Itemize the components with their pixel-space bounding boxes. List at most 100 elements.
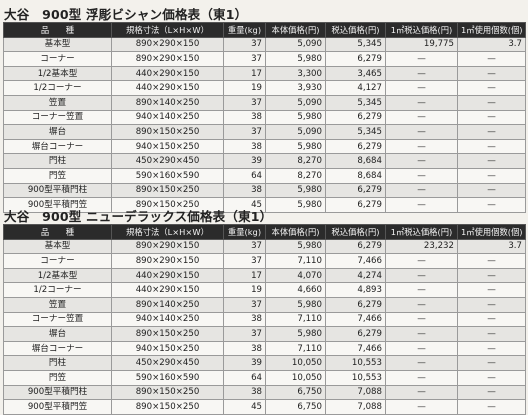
name-cell: 門柱	[3, 355, 112, 371]
sqm-count-cell: —	[457, 267, 526, 284]
sqm-price-cell: —	[385, 65, 458, 82]
table-header-row: 品 種規格寸法（L×H×W） 重量(kg) 本体価格(円) 税込価格(円) 1㎡税込価格…	[3, 22, 526, 38]
weight-cell: 38	[223, 340, 266, 357]
sqm-price-cell: —	[385, 369, 458, 386]
table-row: コーナー 890×290×150 37 7,110 7,466— —	[3, 253, 526, 269]
weight-cell: 37	[223, 253, 266, 269]
column-header: 重量(kg)	[223, 224, 266, 240]
price-table-1: 品 種規格寸法（L×H×W） 重量(kg) 本体価格(円) 税込価格(円) 1㎡税込価格…	[3, 22, 526, 213]
tax-price-cell: 6,279	[325, 182, 386, 199]
name-cell: コーナー	[3, 51, 112, 67]
size-cell: 440×290×150	[111, 65, 224, 82]
weight-cell: 38	[223, 384, 266, 401]
tax-price-cell: 5,345	[325, 94, 386, 111]
column-header: 税込価格(円)	[325, 22, 386, 38]
weight-cell: 17	[223, 267, 266, 284]
table-row: 門笠 590×160×590 64 8,270 8,684— —	[3, 167, 526, 184]
name-cell: 1/2コーナー	[3, 282, 112, 298]
sqm-count-cell: —	[457, 384, 526, 401]
table-row: 1/2基本型 440×290×150 17 4,070 4,274— —	[3, 267, 526, 284]
name-cell: 基本型	[3, 238, 112, 255]
base-price-cell: 5,980	[265, 238, 326, 255]
sqm-price-cell: —	[385, 326, 458, 342]
tax-price-cell: 7,466	[325, 253, 386, 269]
table-row: 門笠 590×160×590 64 10,050 10,553— —	[3, 369, 526, 386]
base-price-cell: 4,660	[265, 282, 326, 298]
sqm-count-cell: —	[457, 355, 526, 371]
sqm-count-cell: —	[457, 153, 526, 169]
sqm-price-cell: —	[385, 167, 458, 184]
base-price-cell: 7,110	[265, 253, 326, 269]
name-cell: 基本型	[3, 36, 112, 53]
weight-cell: 37	[223, 296, 266, 313]
column-header: 重量(kg)	[223, 22, 266, 38]
table-row: 900型平積門柱 890×150×250 38 5,980 6,279— —	[3, 182, 526, 199]
sqm-count-cell: —	[457, 197, 526, 213]
base-price-cell: 3,930	[265, 80, 326, 96]
size-cell: 940×140×250	[111, 109, 224, 126]
size-cell: 890×150×250	[111, 384, 224, 401]
table-row: 門柱 450×290×450 39 10,050 10,553— —	[3, 355, 526, 371]
weight-cell: 39	[223, 153, 266, 169]
table-2-title: 大谷 900型 ニューデラックス価格表（東1）	[4, 209, 273, 224]
tax-price-cell: 8,684	[325, 153, 386, 169]
weight-cell: 37	[223, 124, 266, 140]
weight-cell: 64	[223, 167, 266, 184]
size-cell: 450×290×450	[111, 153, 224, 169]
sqm-count-cell: —	[457, 65, 526, 82]
tax-price-cell: 7,466	[325, 311, 386, 328]
sqm-price-cell: —	[385, 399, 458, 415]
name-cell: 塀台コーナー	[3, 340, 112, 357]
tax-price-cell: 5,345	[325, 36, 386, 53]
base-price-cell: 6,750	[265, 384, 326, 401]
tax-price-cell: 7,466	[325, 340, 386, 357]
base-price-cell: 5,090	[265, 36, 326, 53]
name-cell: コーナー笠置	[3, 109, 112, 126]
weight-cell: 38	[223, 138, 266, 155]
size-cell: 890×150×250	[111, 399, 224, 415]
table-row: 基本型 890×290×150 37 5,090 5,345 19,775 3.7	[3, 36, 526, 53]
sqm-count-cell: —	[457, 80, 526, 96]
name-cell: 塀台コーナー	[3, 138, 112, 155]
table-row: 1/2基本型 440×290×150 17 3,300 3,465— —	[3, 65, 526, 82]
column-header: 規格寸法（L×H×W）	[111, 22, 224, 38]
name-cell: 1/2基本型	[3, 65, 112, 82]
table-row: 900型平積門笠 890×150×250 45 5,980 6,279— —	[3, 197, 526, 213]
base-price-cell: 5,980	[265, 51, 326, 67]
size-cell: 890×150×250	[111, 326, 224, 342]
price-sheet: 大谷 900型 浮彫ビシャン価格表（東1） 品 種規格寸法（L×H×W） 重量(k…	[3, 7, 526, 415]
size-cell: 940×150×250	[111, 340, 224, 357]
size-cell: 450×290×450	[111, 355, 224, 371]
weight-cell: 19	[223, 80, 266, 96]
tax-price-cell: 7,088	[325, 384, 386, 401]
sqm-price-cell: —	[385, 197, 458, 213]
table-header-row: 品 種規格寸法（L×H×W） 重量(kg) 本体価格(円) 税込価格(円) 1㎡税込価格…	[3, 224, 526, 240]
sqm-count-cell: —	[457, 311, 526, 328]
weight-cell: 37	[223, 51, 266, 67]
weight-cell: 17	[223, 65, 266, 82]
name-cell: 門笠	[3, 167, 112, 184]
size-cell: 440×290×150	[111, 282, 224, 298]
weight-cell: 37	[223, 326, 266, 342]
sqm-price-cell: 23,232	[385, 238, 458, 255]
tax-price-cell: 5,345	[325, 124, 386, 140]
tax-price-cell: 7,088	[325, 399, 386, 415]
size-cell: 890×140×250	[111, 94, 224, 111]
sqm-count-cell: —	[457, 51, 526, 67]
sqm-count-cell: —	[457, 340, 526, 357]
table-row: 塀台コーナー 940×150×250 38 7,110 7,466— —	[3, 340, 526, 357]
sqm-price-cell: —	[385, 282, 458, 298]
size-cell: 890×150×250	[111, 182, 224, 199]
sqm-price-cell: —	[385, 340, 458, 357]
sqm-price-cell: —	[385, 182, 458, 199]
table-row: 塀台 890×150×250 37 5,090 5,345— —	[3, 124, 526, 140]
name-cell: 900型平積門笠	[3, 399, 112, 415]
name-cell: 900型平積門柱	[3, 182, 112, 199]
weight-cell: 64	[223, 369, 266, 386]
column-header: 品 種	[3, 22, 112, 38]
name-cell: 900型平積門柱	[3, 384, 112, 401]
size-cell: 590×160×590	[111, 167, 224, 184]
table-row: 塀台 890×150×250 37 5,980 6,279— —	[3, 326, 526, 342]
sqm-price-cell: —	[385, 384, 458, 401]
sqm-price-cell: —	[385, 296, 458, 313]
